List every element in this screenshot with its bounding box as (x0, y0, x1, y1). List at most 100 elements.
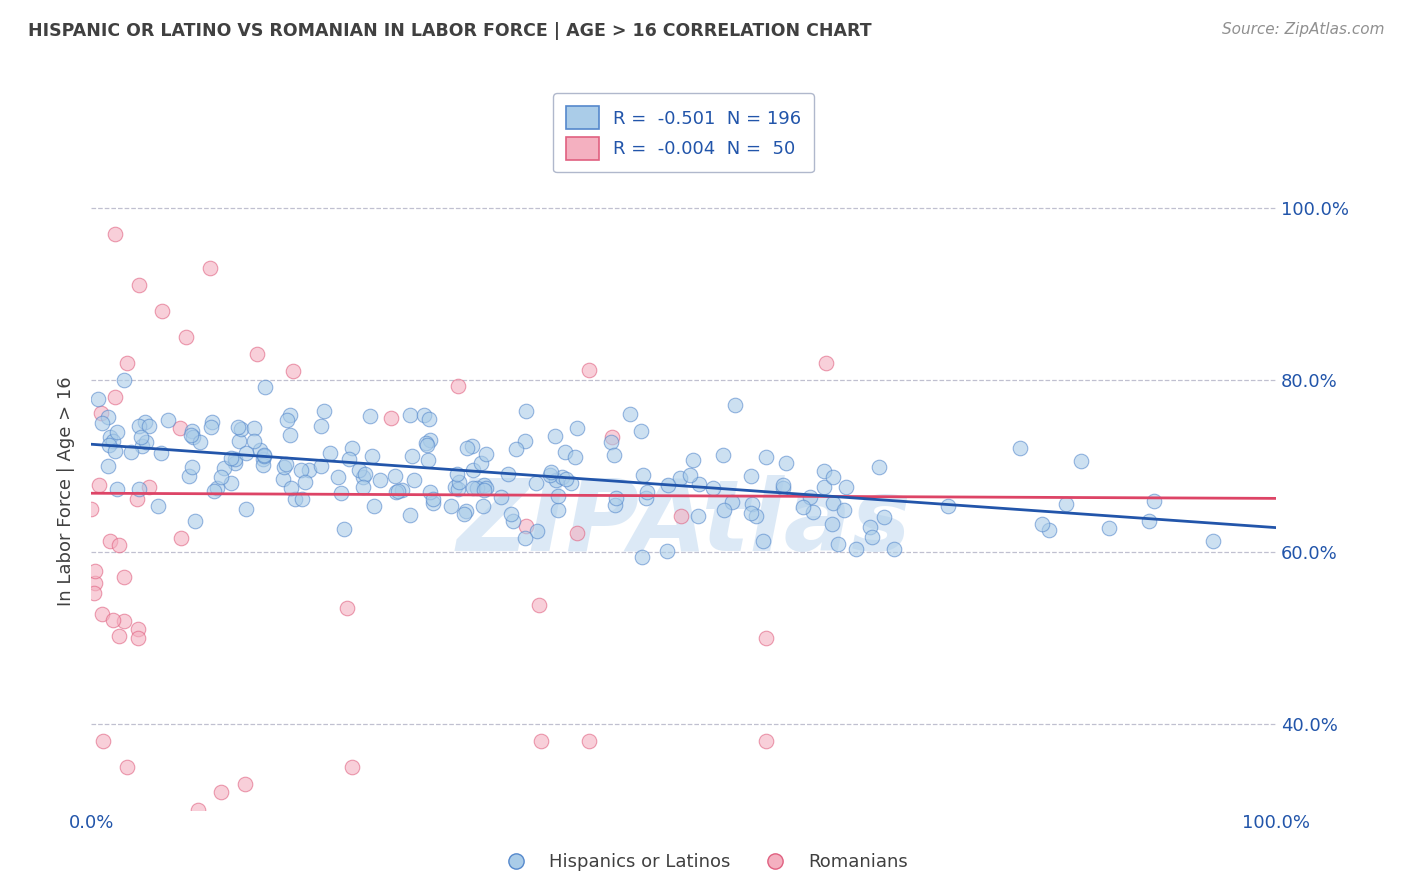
Point (181, 430, 204, 444)
Point (138, 419, 160, 434)
Point (444, 480, 467, 494)
Point (630, 424, 652, 438)
Point (799, 490, 821, 504)
Point (578, 733, 600, 747)
Point (221, 475, 243, 490)
Point (422, 495, 444, 509)
Point (115, 355, 138, 369)
Point (655, 543, 678, 558)
Point (682, 453, 704, 467)
Point (600, 430, 623, 444)
Point (146, 499, 169, 513)
Point (446, 467, 468, 482)
Point (721, 494, 744, 508)
Point (205, 481, 228, 495)
Point (461, 439, 484, 453)
Point (363, 500, 385, 514)
Point (211, 785, 233, 799)
Point (527, 598, 550, 612)
Point (87, 478, 110, 492)
Point (461, 481, 484, 495)
Point (702, 481, 724, 495)
Point (291, 492, 314, 507)
Point (835, 480, 858, 494)
Point (554, 445, 576, 459)
Point (80, 501, 103, 516)
Point (740, 468, 762, 483)
Point (845, 542, 868, 557)
Point (273, 459, 295, 474)
Point (413, 408, 436, 422)
Point (231, 422, 253, 436)
Point (513, 531, 536, 545)
Point (1070, 454, 1092, 468)
Point (233, 777, 256, 791)
Point (416, 438, 439, 452)
Point (209, 470, 232, 484)
Point (360, 450, 382, 464)
Point (741, 497, 763, 511)
Point (515, 434, 537, 449)
Point (298, 463, 321, 477)
Point (772, 481, 794, 495)
Point (415, 436, 437, 450)
Point (97, 458, 120, 473)
Legend: R =  -0.501  N = 196, R =  -0.004  N =  50: R = -0.501 N = 196, R = -0.004 N = 50 (554, 94, 814, 172)
Point (214, 460, 236, 475)
Point (814, 355, 837, 369)
Point (252, 458, 274, 472)
Point (83, 586, 105, 600)
Point (447, 379, 470, 393)
Point (120, 444, 142, 458)
Point (156, 413, 179, 427)
Point (112, 614, 135, 628)
Point (544, 429, 567, 443)
Point (633, 468, 655, 483)
Point (84, 564, 107, 578)
Point (347, 462, 370, 476)
Point (391, 483, 413, 497)
Point (524, 475, 547, 490)
Point (224, 456, 246, 470)
Point (139, 846, 162, 860)
Point (538, 467, 561, 482)
Point (107, 629, 129, 643)
Point (90, 405, 112, 419)
Point (636, 491, 658, 506)
Point (115, 759, 138, 773)
Point (554, 472, 576, 486)
Point (711, 449, 734, 463)
Point (1143, 494, 1166, 508)
Point (515, 404, 537, 418)
Point (384, 485, 406, 500)
Point (1038, 524, 1060, 538)
Point (858, 520, 880, 534)
Point (368, 473, 391, 487)
Point (101, 613, 124, 627)
Point (337, 451, 360, 466)
Point (399, 409, 422, 423)
Point (472, 478, 495, 492)
Point (713, 502, 735, 516)
Point (472, 483, 495, 497)
Point (499, 507, 522, 521)
Point (745, 508, 768, 523)
Point (772, 478, 794, 492)
Point (551, 470, 574, 484)
Point (505, 442, 527, 457)
Point (90, 417, 112, 431)
Point (418, 453, 440, 467)
Point (249, 442, 271, 457)
Point (252, 452, 274, 467)
Point (936, 500, 959, 514)
Point (755, 450, 778, 465)
Point (127, 492, 149, 507)
Point (418, 411, 440, 425)
Point (578, 363, 600, 377)
Point (540, 465, 562, 479)
Point (91, 733, 114, 747)
Point (128, 278, 150, 293)
Point (352, 480, 374, 494)
Point (565, 420, 588, 434)
Point (135, 434, 157, 449)
